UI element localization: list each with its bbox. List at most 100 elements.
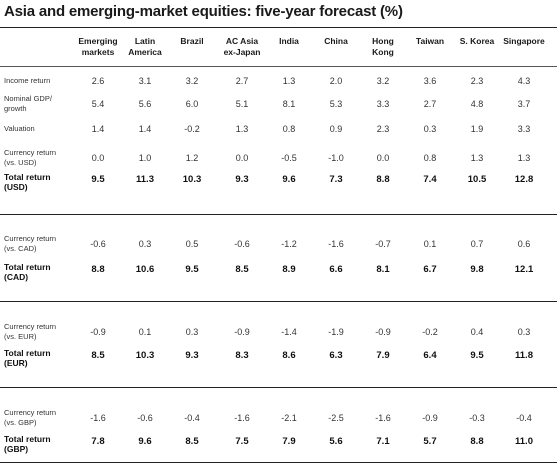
row-label-line: (GBP) — [4, 444, 29, 454]
column-header-line: China — [324, 36, 348, 46]
table-cell: -0.6 — [234, 239, 250, 249]
table-cell: 9.5 — [91, 174, 105, 185]
table-rule — [0, 387, 557, 388]
column-header-line: Singapore — [503, 36, 545, 46]
table-title: Asia and emerging-market equities: five-… — [4, 3, 403, 20]
table-cell: 1.0 — [138, 153, 152, 163]
table-cell: 6.0 — [185, 99, 199, 109]
table-cell: 8.8 — [376, 174, 390, 185]
table-rule — [0, 462, 557, 463]
table-cell: -1.6 — [90, 413, 106, 423]
table-cell: -1.6 — [375, 413, 391, 423]
table-cell: 0.3 — [138, 239, 152, 249]
table-cell: 9.6 — [282, 174, 296, 185]
column-header: AC Asia ex-Japan — [216, 36, 268, 57]
row-label-line: Income return — [4, 76, 51, 85]
table-cell: 8.3 — [235, 350, 249, 361]
table-cell: -2.5 — [328, 413, 344, 423]
table-cell: 9.6 — [138, 436, 152, 447]
table-cell: 7.5 — [235, 436, 249, 447]
row-label: Currency return (vs. USD) — [4, 148, 56, 167]
table-cell: 0.0 — [376, 153, 390, 163]
column-header-line: Kong — [372, 46, 394, 57]
table-cell: -1.0 — [328, 153, 344, 163]
row-label: Valuation — [4, 124, 35, 134]
table-cell: 7.9 — [376, 350, 390, 361]
table-cell: -0.2 — [422, 327, 438, 337]
row-label: Total return (GBP) — [4, 434, 51, 454]
row-label-line: Total return — [4, 348, 51, 358]
column-header: China — [310, 36, 362, 47]
column-header-line: India — [279, 36, 299, 46]
table-cell: -1.6 — [234, 413, 250, 423]
row-label-line: Currency return — [4, 408, 57, 417]
table-cell: -1.2 — [281, 239, 297, 249]
table-rule — [0, 214, 557, 215]
column-header: Emerging markets — [72, 36, 124, 57]
row-label: Income return — [4, 76, 50, 86]
table-cell: 6.7 — [423, 264, 437, 275]
table-cell: 3.3 — [517, 124, 531, 134]
table-cell: 10.5 — [467, 174, 487, 185]
table-cell: 11.0 — [515, 436, 533, 447]
row-label-line: Valuation — [4, 124, 35, 133]
column-header-line: S. Korea — [459, 36, 495, 46]
table-cell: -1.6 — [328, 239, 344, 249]
column-header-line: Emerging — [78, 36, 118, 46]
column-header: Brazil — [166, 36, 218, 47]
table-cell: 0.7 — [470, 239, 484, 249]
table-cell: -1.9 — [328, 327, 344, 337]
table-cell: 0.9 — [329, 124, 343, 134]
table-cell: 8.5 — [185, 436, 199, 447]
table-cell: 6.4 — [423, 350, 437, 361]
table-cell: 9.8 — [470, 264, 484, 275]
table-cell: 3.2 — [376, 76, 390, 86]
table-cell: -0.6 — [137, 413, 153, 423]
table-cell: 5.6 — [138, 99, 152, 109]
table-cell: 4.8 — [470, 99, 484, 109]
row-label: Currency return (vs. GBP) — [4, 408, 56, 427]
table-cell: 8.1 — [282, 99, 296, 109]
table-cell: -0.3 — [469, 413, 485, 423]
row-label: Total return (CAD) — [4, 262, 51, 282]
table-cell: -0.7 — [375, 239, 391, 249]
column-header: S. Korea — [451, 36, 503, 47]
table-cell: 2.7 — [235, 76, 249, 86]
table-cell: 4.3 — [517, 76, 531, 86]
table-cell: 11.8 — [515, 350, 533, 361]
row-label-line: (CAD) — [4, 272, 29, 282]
table-cell: -0.4 — [516, 413, 532, 423]
table-cell: -0.9 — [90, 327, 106, 337]
row-label-line: Total return — [4, 434, 51, 444]
table-cell: 3.3 — [376, 99, 390, 109]
table-cell: 5.7 — [423, 436, 437, 447]
column-header: Singapore — [498, 36, 550, 47]
table-cell: 0.6 — [517, 239, 531, 249]
row-label-line: (USD) — [4, 182, 28, 192]
table-cell: 1.3 — [235, 124, 249, 134]
table-cell: 10.3 — [182, 174, 202, 185]
column-header: Latin America — [119, 36, 171, 57]
table-cell: 12.8 — [514, 174, 534, 185]
table-cell: 0.5 — [185, 239, 199, 249]
table-cell: 0.0 — [235, 153, 249, 163]
table-cell: 10.3 — [135, 350, 155, 361]
table-cell: 0.1 — [138, 327, 152, 337]
row-label-line: growth — [4, 103, 27, 113]
table-cell: 8.9 — [282, 264, 296, 275]
table-cell: 8.1 — [376, 264, 390, 275]
table-cell: 2.3 — [376, 124, 390, 134]
table-cell: 8.8 — [91, 264, 105, 275]
row-label-line: (vs. EUR) — [4, 331, 37, 341]
table-cell: 2.7 — [423, 99, 437, 109]
table-cell: 3.7 — [517, 99, 531, 109]
table-cell: 3.2 — [185, 76, 199, 86]
table-cell: 2.3 — [470, 76, 484, 86]
table-cell: 7.9 — [282, 436, 296, 447]
row-label: Currency return (vs. CAD) — [4, 234, 56, 253]
table-cell: 1.3 — [282, 76, 296, 86]
table-cell: 9.3 — [235, 174, 249, 185]
table-cell: 11.3 — [136, 174, 154, 185]
row-label-line: Total return — [4, 172, 51, 182]
row-label-line: Currency return — [4, 234, 57, 243]
